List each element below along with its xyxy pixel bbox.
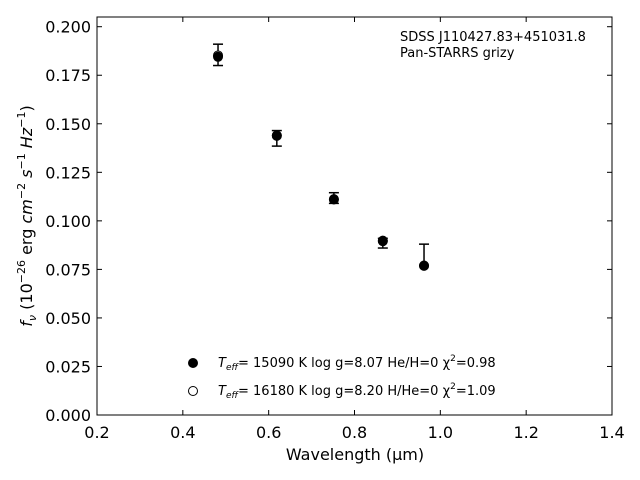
y-tick-label: 0.050 — [45, 309, 91, 328]
y-label-expm2: −2 — [15, 183, 28, 199]
y-label-f: f — [17, 319, 36, 327]
legend-marker-filled — [188, 358, 198, 368]
y-label-s: s — [17, 170, 36, 183]
y-axis: 0.000 0.025 0.050 0.075 0.100 0.125 0.150 0.175… — [45, 18, 612, 425]
series-filled-markers — [213, 51, 430, 271]
x-tick-label: 1.2 — [513, 423, 538, 442]
x-axis-label: Wavelength (μm) — [286, 445, 424, 464]
legend: Teff= 15090 K log g=8.07 He/H=0 χ2=0.98 … — [188, 354, 496, 401]
y-tick-label: 0.000 — [45, 406, 91, 425]
y-label-expm1a: −1 — [15, 153, 28, 169]
legend-entry-open: Teff= 16180 K log g=8.20 H/He=0 χ2=1.09 — [218, 382, 496, 401]
filled-marker — [377, 236, 388, 247]
legend-marker-open — [188, 386, 198, 396]
y-label-expm1b: −1 — [15, 112, 28, 128]
legend-entry-filled: Teff= 15090 K log g=8.07 He/H=0 χ2=0.98 — [218, 354, 496, 373]
x-tick-label: 0.8 — [342, 423, 367, 442]
y-label-close: ) — [17, 105, 36, 111]
y-tick-label: 0.150 — [45, 115, 91, 134]
y-label-exp26: −26 — [15, 260, 28, 283]
filled-marker — [328, 194, 339, 205]
x-tick-label: 0.6 — [256, 423, 281, 442]
y-tick-label: 0.075 — [45, 260, 91, 279]
y-label-cm: cm — [17, 199, 36, 223]
x-tick-label: 1.0 — [428, 423, 453, 442]
y-label-erg: erg — [17, 224, 36, 260]
plot-area — [96, 16, 613, 416]
x-tick-label: 1.4 — [599, 423, 624, 442]
x-tick-label: 0.4 — [170, 423, 195, 442]
annotation-object-name: SDSS J110427.83+451031.8 — [400, 30, 586, 45]
filled-marker — [419, 260, 430, 271]
filled-marker — [213, 51, 224, 62]
x-tick-label: 0.2 — [84, 423, 109, 442]
y-tick-label: 0.100 — [45, 212, 91, 231]
filled-marker — [271, 130, 282, 141]
y-tick-label: 0.025 — [45, 357, 91, 376]
annotation-survey: Pan-STARRS grizy — [400, 46, 515, 61]
y-axis-label: fν (10−26 erg cm−2 s−1 Hz−1) — [15, 105, 39, 326]
y-tick-label: 0.175 — [45, 66, 91, 85]
y-label-hz: Hz — [17, 127, 36, 153]
y-tick-label: 0.200 — [45, 18, 91, 37]
x-axis: 0.2 0.4 0.6 0.8 1.0 1.2 1.4 — [84, 17, 625, 442]
y-label-open: (10 — [17, 283, 36, 315]
y-tick-label: 0.125 — [45, 163, 91, 182]
y-label-nu: ν — [26, 315, 39, 321]
